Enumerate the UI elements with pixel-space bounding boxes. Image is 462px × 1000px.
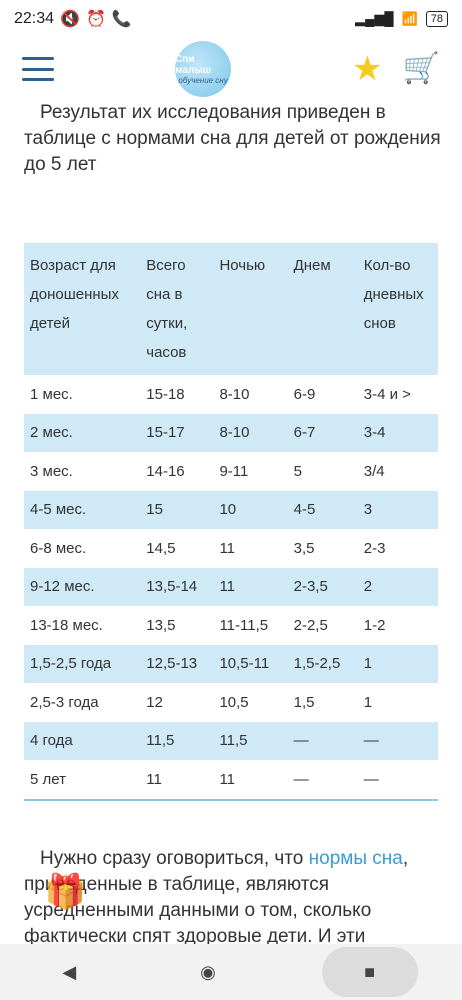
signal-icon: ▂▄▆█ [355, 11, 394, 26]
table-cell: 2-3,5 [287, 567, 358, 606]
table-row: 4-5 мес. 15 10 4-5 3 [24, 490, 438, 529]
table-cell: 9-12 мес. [24, 567, 141, 606]
table-cell: 3/4 [363, 462, 385, 480]
table-cell: 15 [140, 490, 214, 529]
table-cell: 9-11 [219, 462, 249, 480]
table-row: 5 лет 11 11— — [24, 760, 438, 801]
android-nav-bar: ◀ ◉ ■ [0, 944, 462, 1000]
table-cell: 5 [293, 462, 302, 480]
table-cell: 10 [213, 490, 288, 529]
table-cell: 1 мес. [30, 385, 73, 403]
site-header: Спи малыш обучение сну ★ 🛒 [0, 38, 462, 100]
outro-text-before: Нужно сразу оговориться, что [40, 848, 309, 869]
table-cell: 1,5 [293, 693, 315, 711]
table-cell: 2-2,5 [293, 616, 328, 634]
table-cell: 2-3 [363, 539, 386, 557]
table-cell: 10,5 [219, 693, 249, 711]
status-bar: 22:34 🔇 ⏰ 📞 ▂▄▆█ 📶 78 [0, 0, 462, 38]
table-cell: 1 [357, 644, 438, 683]
table-cell: 3 мес. [30, 462, 73, 480]
table-cell: 6-9 [293, 385, 316, 403]
alarm-icon: ⏰ [85, 11, 106, 28]
table-cell: 2,5-3 года [30, 693, 99, 711]
table-cell: 8-10 [219, 385, 250, 403]
header-naps-count: Кол-во дневных снов [357, 243, 438, 375]
table-row: 1,5-2,5 года 12,5-13 10,5-11 1,5-2,5 1 [24, 644, 438, 683]
mute-icon: 🔇 [60, 11, 80, 28]
table-cell: 13,5 [146, 616, 176, 634]
table-cell: 14-16 [146, 462, 185, 480]
favorites-star-icon[interactable]: ★ [352, 50, 383, 88]
table-cell: 13,5-14 [140, 567, 214, 606]
battery-indicator: 78 [425, 11, 448, 27]
table-header-row: Возраст для доношенных детей Всего сна в… [24, 243, 438, 375]
site-logo[interactable]: Спи малыш обучение сну [175, 41, 232, 97]
table-cell: 4 года [24, 721, 141, 760]
table-cell: 15-17 [140, 413, 214, 452]
table-cell: 1,5-2,5 года [24, 644, 141, 683]
back-icon[interactable]: ◀ [62, 961, 77, 982]
table-cell: 15-18 [146, 385, 185, 403]
sleep-norms-link[interactable]: нормы сна [308, 848, 403, 869]
table-row: 6-8 мес. 14,5 11 3,5 2-3 [24, 529, 438, 568]
header-day: Днем [287, 243, 358, 375]
header-night: Ночью [213, 243, 288, 375]
table-cell: — [357, 721, 438, 760]
table-cell: 2 [357, 567, 438, 606]
table-cell: 12,5-13 [140, 644, 214, 683]
cart-icon[interactable]: 🛒 [402, 52, 440, 85]
recents-icon[interactable]: ■ [321, 947, 418, 997]
table-row: 9-12 мес. 13,5-14 11 2-3,5 2 [24, 567, 438, 606]
table-cell: — [287, 721, 358, 760]
outro-text-after: , приведенные в таблице, являются усредн… [24, 848, 409, 947]
gift-icon[interactable]: 🎁 [44, 873, 87, 911]
table-cell: — [357, 760, 438, 801]
table-cell: 11,5 [213, 721, 288, 760]
table-row: 2 мес. 15-17 8-10 6-7 3-4 [24, 413, 438, 452]
table-cell: 11 [213, 567, 288, 606]
table-cell: 11-11,5 [219, 616, 269, 634]
table-cell: 11 [219, 539, 236, 557]
table-cell: 1-2 [363, 616, 386, 634]
logo-text: Спи малыш [175, 53, 212, 76]
table-cell: 3-4 и > [363, 385, 411, 403]
table-row: 13-18 мес. 13,5 11-11,5 2-2,5 1-2 [24, 606, 438, 645]
table-cell: 5 лет [24, 760, 141, 801]
table-cell: 1 [363, 693, 373, 711]
logo-subtitle: обучение сну [178, 75, 228, 85]
sleep-norms-table: Возраст для доношенных детей Всего сна в… [24, 243, 438, 801]
table-cell: 10,5-11 [213, 644, 288, 683]
table-row: 3 мес. 14-16 9-11 5 3/4 [24, 452, 438, 491]
home-icon[interactable]: ◉ [200, 961, 216, 982]
table-cell: 11 [140, 760, 214, 801]
table-cell: 12 [146, 693, 163, 711]
table-cell: 13-18 мес. [30, 616, 103, 634]
table-cell: — [287, 760, 358, 801]
table-cell: 6-7 [287, 413, 358, 452]
phone-icon: 📞 [111, 11, 132, 28]
outro-paragraph: Нужно сразу оговориться, что нормы сна, … [24, 846, 444, 950]
table-cell: 14,5 [146, 539, 176, 557]
table-cell: 1,5-2,5 [287, 644, 358, 683]
table-cell: 2 мес. [24, 413, 141, 452]
table-cell: 4-5 [287, 490, 358, 529]
table-row: 2,5-3 года 12 10,5 1,5 1 [24, 683, 438, 722]
table-cell: 3 [357, 490, 438, 529]
table-row: 1 мес. 15-18 8-10 6-9 3-4 и > [24, 375, 438, 414]
table-cell: 8-10 [213, 413, 288, 452]
header-age: Возраст для доношенных детей [24, 243, 141, 375]
table-cell: 4-5 мес. [24, 490, 141, 529]
header-total-sleep: Всего сна в сутки, часов [140, 243, 214, 375]
table-cell: 11,5 [140, 721, 214, 760]
table-cell: 3-4 [357, 413, 438, 452]
table-row: 4 года 11,5 11,5— — [24, 721, 438, 760]
table-cell: 3,5 [293, 539, 315, 557]
table-cell: 6-8 мес. [30, 539, 87, 557]
hamburger-menu-icon[interactable] [22, 57, 54, 81]
table-cell: 11 [213, 760, 288, 801]
status-time: 22:34 [14, 10, 55, 27]
wifi-icon: 📶 [401, 11, 418, 26]
intro-paragraph: Результат их исследования приведен в таб… [24, 102, 441, 175]
